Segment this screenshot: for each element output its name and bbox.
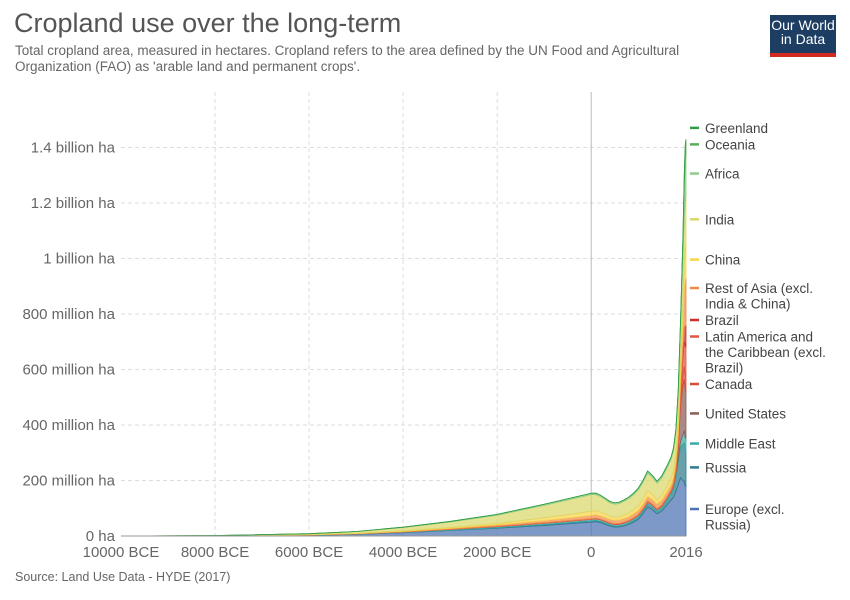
legend-item-12[interactable]: Greenland bbox=[690, 121, 768, 136]
legend-item-2[interactable]: Middle East bbox=[690, 437, 776, 452]
chart-subtitle: Total cropland area, measured in hectare… bbox=[15, 43, 680, 74]
legend-label-line: Russia) bbox=[705, 518, 751, 533]
legend-item-8[interactable]: China bbox=[690, 253, 741, 268]
legend-label-line: China bbox=[705, 253, 741, 268]
legend-item-0[interactable]: Europe (excl.Russia) bbox=[690, 502, 785, 533]
legend-label-line: India bbox=[705, 212, 735, 227]
logo-line-1: Our World bbox=[771, 17, 835, 33]
legend-label-line: India & China) bbox=[705, 297, 791, 312]
logo-accent-bar bbox=[770, 53, 836, 57]
legend-label-line: the Caribbean (excl. bbox=[705, 345, 826, 360]
legend-label-line: Brazil bbox=[705, 313, 739, 328]
y-tick-label-4: 800 million ha bbox=[22, 306, 115, 323]
x-tick-label-2: 6000 BCE bbox=[275, 544, 343, 561]
x-tick-label-0: 10000 BCE bbox=[83, 544, 160, 561]
source-note[interactable]: Source: Land Use Data - HYDE (2017) bbox=[15, 570, 231, 584]
y-tick-label-5: 1 billion ha bbox=[43, 251, 115, 268]
legend-item-9[interactable]: India bbox=[690, 212, 735, 227]
axis-layer: 0 ha 200 million ha 400 million ha 600 mill… bbox=[22, 140, 702, 562]
legend-label-line: Middle East bbox=[705, 437, 776, 452]
legend-label-line: United States bbox=[705, 406, 786, 421]
logo-line-2: in Data bbox=[780, 31, 826, 47]
owid-logo[interactable]: Our World in Data bbox=[770, 15, 836, 57]
legend-item-1[interactable]: Russia bbox=[690, 460, 747, 475]
legend-label-line: Europe (excl. bbox=[705, 502, 785, 517]
legend-item-10[interactable]: Africa bbox=[690, 167, 740, 182]
legend-item-4[interactable]: Canada bbox=[690, 377, 753, 392]
y-tick-label-0: 0 ha bbox=[86, 528, 116, 545]
y-tick-label-1: 200 million ha bbox=[22, 473, 115, 490]
y-tick-label-2: 400 million ha bbox=[22, 417, 115, 434]
legend-label-line: Oceania bbox=[705, 137, 756, 152]
legend-label-line: Rest of Asia (excl. bbox=[705, 281, 813, 296]
x-tick-label-5: 0 bbox=[587, 544, 595, 561]
legend-label-line: Latin America and bbox=[705, 330, 813, 345]
y-tick-label-3: 600 million ha bbox=[22, 362, 115, 379]
legend-item-7[interactable]: Rest of Asia (excl.India & China) bbox=[690, 281, 813, 312]
x-tick-label-4: 2000 BCE bbox=[463, 544, 531, 561]
grid-layer bbox=[121, 92, 686, 536]
legend-layer: Europe (excl.Russia) Russia Middle East Uni… bbox=[690, 121, 826, 533]
x-tick-label-3: 4000 BCE bbox=[369, 544, 437, 561]
legend-item-3[interactable]: United States bbox=[690, 406, 786, 421]
area-layer bbox=[120, 139, 687, 537]
area-series-12[interactable] bbox=[120, 139, 687, 537]
y-tick-label-7: 1.4 billion ha bbox=[31, 140, 116, 157]
y-tick-label-6: 1.2 billion ha bbox=[31, 195, 116, 212]
x-tick-label-1: 8000 BCE bbox=[181, 544, 249, 561]
x-tick-label-6: 2016 bbox=[669, 544, 702, 561]
legend-item-6[interactable]: Brazil bbox=[690, 313, 739, 328]
chart-title: Cropland use over the long-term bbox=[14, 8, 402, 38]
legend-label-line: Africa bbox=[705, 167, 740, 182]
legend-label-line: Brazil) bbox=[705, 361, 743, 376]
legend-label-line: Canada bbox=[705, 377, 753, 392]
legend-item-11[interactable]: Oceania bbox=[690, 137, 756, 152]
legend-label-line: Greenland bbox=[705, 121, 768, 136]
legend-label-line: Russia bbox=[705, 460, 747, 475]
